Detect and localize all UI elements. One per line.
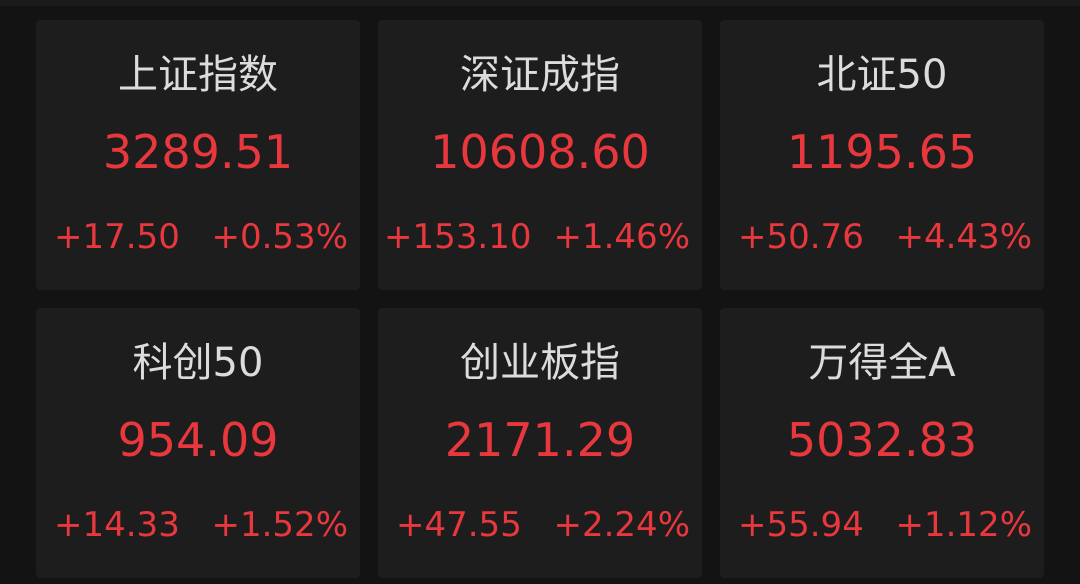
index-value: 954.09 (117, 413, 279, 467)
index-name: 万得全A (808, 340, 956, 386)
index-card-szse[interactable]: 深证成指 10608.60 +153.10 +1.46% (378, 20, 702, 290)
index-percent: +1.12% (895, 505, 1033, 545)
index-percent: +2.24% (553, 505, 691, 545)
index-percent: +1.46% (553, 217, 691, 257)
index-value: 2171.29 (444, 413, 636, 467)
index-value: 3289.51 (102, 125, 294, 179)
index-card-star50[interactable]: 科创50 954.09 +14.33 +1.52% (36, 308, 360, 578)
index-value: 1195.65 (786, 125, 978, 179)
index-card-bse50[interactable]: 北证50 1195.65 +50.76 +4.43% (720, 20, 1044, 290)
index-change: +14.33 (54, 505, 180, 545)
index-name: 北证50 (816, 52, 948, 98)
index-card-wind-all-a[interactable]: 万得全A 5032.83 +55.94 +1.12% (720, 308, 1044, 578)
index-card-chinext[interactable]: 创业板指 2171.29 +47.55 +2.24% (378, 308, 702, 578)
index-name: 上证指数 (118, 52, 278, 98)
index-change: +47.55 (396, 505, 522, 545)
index-name: 科创50 (132, 340, 264, 386)
index-change: +153.10 (384, 217, 532, 257)
index-change: +50.76 (738, 217, 864, 257)
index-change: +17.50 (54, 217, 180, 257)
index-value: 5032.83 (786, 413, 978, 467)
index-change: +55.94 (738, 505, 864, 545)
index-name: 深证成指 (460, 52, 620, 98)
index-name: 创业板指 (460, 340, 620, 386)
index-percent: +4.43% (895, 217, 1033, 257)
index-percent: +0.53% (211, 217, 349, 257)
index-percent: +1.52% (211, 505, 349, 545)
top-divider (0, 0, 1080, 6)
index-value: 10608.60 (430, 125, 650, 179)
index-card-sse[interactable]: 上证指数 3289.51 +17.50 +0.53% (36, 20, 360, 290)
